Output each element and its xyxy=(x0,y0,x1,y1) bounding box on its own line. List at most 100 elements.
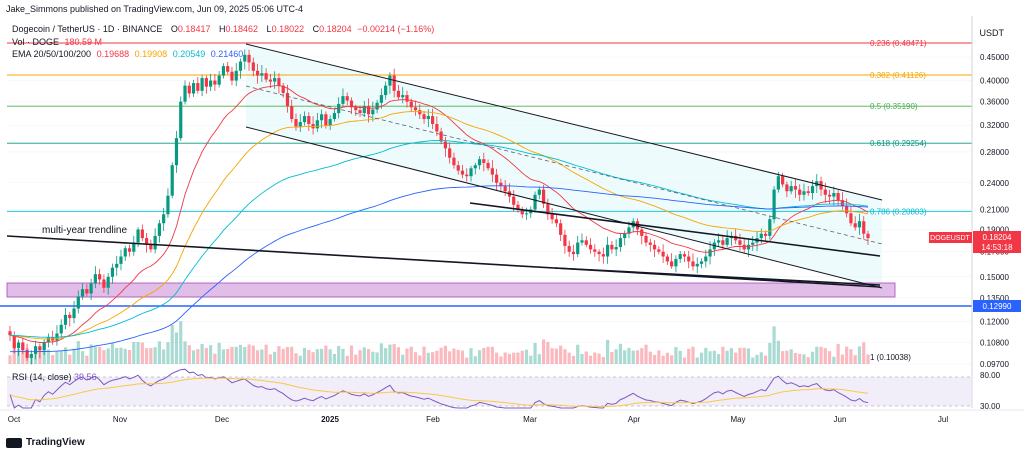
candle-body[interactable] xyxy=(418,110,422,115)
candle-body[interactable] xyxy=(375,102,379,110)
candle-body[interactable] xyxy=(110,267,115,277)
candle-body[interactable] xyxy=(716,240,721,243)
candle-body[interactable] xyxy=(162,214,166,224)
candle-body[interactable] xyxy=(183,85,187,102)
candle-body[interactable] xyxy=(392,75,396,91)
candle-body[interactable] xyxy=(695,263,699,267)
candle-body[interactable] xyxy=(251,62,255,71)
candle-body[interactable] xyxy=(857,221,862,228)
candle-body[interactable] xyxy=(401,95,405,98)
candle-body[interactable] xyxy=(759,233,763,239)
candle-body[interactable] xyxy=(439,131,443,142)
candle-body[interactable] xyxy=(332,113,337,120)
candle-body[interactable] xyxy=(226,66,230,72)
candle-body[interactable] xyxy=(76,296,80,309)
candle-body[interactable] xyxy=(102,279,106,288)
candle-body[interactable] xyxy=(776,176,780,190)
candle-body[interactable] xyxy=(243,54,247,62)
wedge-lower-line[interactable] xyxy=(554,267,881,286)
candle-body[interactable] xyxy=(63,314,68,325)
candle-body[interactable] xyxy=(34,346,38,354)
candle-body[interactable] xyxy=(849,213,853,224)
candle-body[interactable] xyxy=(840,200,844,206)
candle-body[interactable] xyxy=(588,244,593,250)
candle-body[interactable] xyxy=(674,258,678,267)
candle-body[interactable] xyxy=(601,254,605,257)
candle-body[interactable] xyxy=(119,256,123,264)
candle-body[interactable] xyxy=(42,342,46,351)
rsi-legend[interactable]: RSI (14, close) 39.56 xyxy=(12,372,97,382)
candle-body[interactable] xyxy=(362,106,366,114)
candle-body[interactable] xyxy=(153,235,157,250)
candle-body[interactable] xyxy=(610,244,614,250)
channel-upper-line[interactable] xyxy=(245,43,883,201)
candle-body[interactable] xyxy=(785,184,789,192)
candle-body[interactable] xyxy=(781,176,785,185)
candle-body[interactable] xyxy=(678,254,682,259)
candle-body[interactable] xyxy=(772,189,776,220)
candle-body[interactable] xyxy=(806,191,810,194)
candle-body[interactable] xyxy=(845,205,849,214)
candle-body[interactable] xyxy=(520,209,524,215)
candle-body[interactable] xyxy=(132,242,136,252)
ema-legend[interactable]: EMA 20/50/100/200 0.19688 0.19908 0.2054… xyxy=(12,49,244,59)
candle-body[interactable] xyxy=(627,227,631,234)
candle-body[interactable] xyxy=(366,106,371,115)
candle-body[interactable] xyxy=(85,289,89,294)
candle-body[interactable] xyxy=(89,283,93,294)
candle-body[interactable] xyxy=(490,168,494,175)
candle-body[interactable] xyxy=(665,256,669,262)
candle-body[interactable] xyxy=(354,107,358,111)
ema-20-line[interactable] xyxy=(9,85,869,343)
candle-body[interactable] xyxy=(798,189,802,195)
candle-body[interactable] xyxy=(179,101,183,139)
candle-body[interactable] xyxy=(29,353,33,358)
candle-body[interactable] xyxy=(533,194,537,210)
candle-body[interactable] xyxy=(516,204,520,210)
candle-body[interactable] xyxy=(217,75,221,85)
candle-body[interactable] xyxy=(742,244,746,250)
candle-body[interactable] xyxy=(823,189,827,195)
candle-body[interactable] xyxy=(388,75,392,86)
candle-body[interactable] xyxy=(59,324,63,334)
candle-body[interactable] xyxy=(324,114,328,126)
candle-body[interactable] xyxy=(682,254,687,257)
candle-body[interactable] xyxy=(8,331,12,336)
candle-body[interactable] xyxy=(670,261,674,267)
candle-body[interactable] xyxy=(320,114,324,121)
candle-body[interactable] xyxy=(127,248,132,252)
candle-body[interactable] xyxy=(477,159,482,166)
candle-body[interactable] xyxy=(204,78,208,87)
candle-body[interactable] xyxy=(315,120,319,129)
candle-body[interactable] xyxy=(38,346,42,351)
candle-body[interactable] xyxy=(405,95,409,102)
candle-body[interactable] xyxy=(422,114,426,120)
candle-body[interactable] xyxy=(149,244,153,250)
candle-body[interactable] xyxy=(763,233,768,236)
candle-body[interactable] xyxy=(584,240,588,245)
candle-body[interactable] xyxy=(247,54,251,63)
candle-body[interactable] xyxy=(644,235,648,243)
candle-body[interactable] xyxy=(576,242,580,255)
candle-body[interactable] xyxy=(174,138,179,166)
candle-body[interactable] xyxy=(187,85,191,94)
candle-body[interactable] xyxy=(499,182,503,187)
candle-body[interactable] xyxy=(725,238,729,245)
candle-body[interactable] xyxy=(512,196,516,205)
candle-body[interactable] xyxy=(413,107,418,111)
candle-body[interactable] xyxy=(738,240,742,245)
candle-body[interactable] xyxy=(294,119,298,127)
candle-body[interactable] xyxy=(341,96,345,104)
symbol-legend[interactable]: Dogecoin / TetherUS · 1D · BINANCE O0.18… xyxy=(12,24,435,34)
candle-body[interactable] xyxy=(328,119,332,126)
candle-body[interactable] xyxy=(430,116,435,124)
candle-body[interactable] xyxy=(140,229,144,239)
channel-lower-line[interactable] xyxy=(245,126,883,289)
candle-body[interactable] xyxy=(25,350,29,358)
candle-body[interactable] xyxy=(708,249,712,257)
candle-body[interactable] xyxy=(281,85,285,93)
candle-body[interactable] xyxy=(691,261,695,267)
candle-body[interactable] xyxy=(72,308,76,319)
candle-body[interactable] xyxy=(721,240,725,245)
candle-body[interactable] xyxy=(123,248,127,257)
